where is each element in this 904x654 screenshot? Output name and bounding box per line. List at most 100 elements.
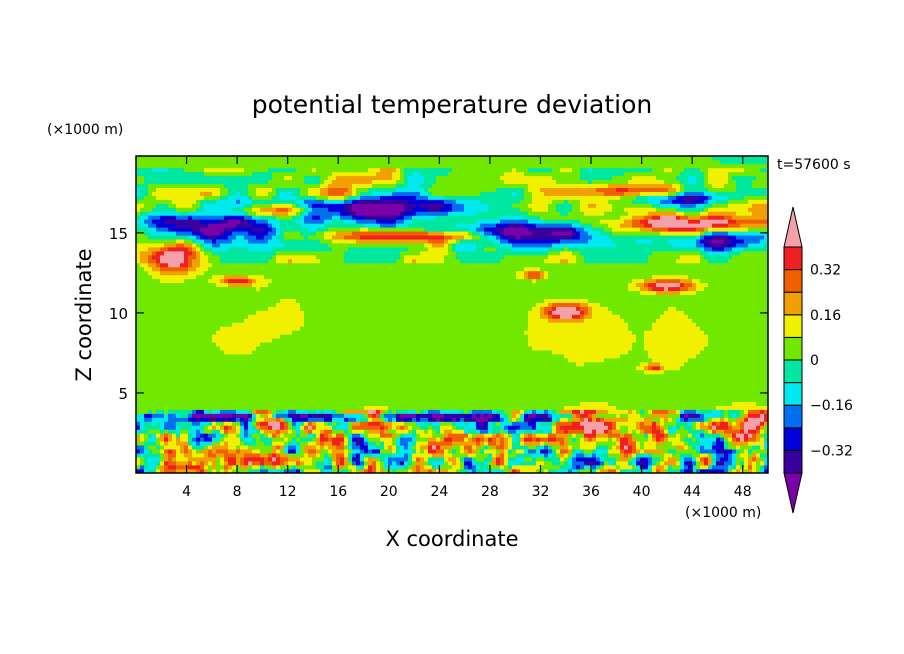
contour-cell: [452, 444, 461, 450]
contour-cell: [500, 460, 505, 466]
contour-cell: [404, 444, 409, 450]
contour-cell: [748, 468, 753, 473]
contour-cell: [160, 448, 165, 454]
contour-cell: [372, 468, 377, 473]
contour-cell: [380, 409, 385, 414]
contour-cell: [144, 444, 149, 450]
contour-cell: [412, 219, 477, 224]
contour-cell: [264, 433, 269, 438]
contour-cell: [240, 191, 249, 196]
contour-cell: [416, 429, 425, 434]
contour-cell: [652, 413, 669, 418]
contour-cell: [188, 270, 205, 276]
contour-cell: [628, 179, 665, 185]
contour-cell: [572, 468, 577, 473]
contour-cell: [160, 278, 185, 284]
contour-cell: [420, 448, 425, 454]
contour-cell: [644, 417, 653, 422]
contour-cell: [144, 417, 153, 422]
contour-cell: [212, 429, 221, 434]
contour-cell: [696, 421, 701, 426]
contour-cell: [320, 468, 325, 473]
contour-cell: [508, 413, 513, 418]
contour-cell: [516, 417, 521, 422]
contour-cell: [328, 452, 333, 458]
contour-cell: [196, 429, 201, 434]
contour-cell: [676, 187, 681, 192]
contour-cell: [724, 413, 729, 418]
contour-cell: [680, 409, 685, 414]
contour-cell: [428, 460, 433, 466]
contour-cell: [476, 464, 481, 470]
contour-cell: [676, 444, 685, 450]
contour-cell: [632, 330, 645, 335]
contour-cell: [712, 444, 725, 450]
contour-cell: [412, 448, 417, 454]
contour-cell: [368, 464, 373, 470]
contour-cell: [548, 417, 553, 422]
contour-cell: [292, 441, 297, 446]
contour-cell: [212, 274, 225, 280]
contour-cell: [524, 429, 533, 434]
contour-cell: [168, 262, 181, 268]
contour-cell: [212, 464, 217, 470]
contour-cell: [732, 175, 757, 181]
contour-cell: [324, 456, 329, 462]
contour-cell: [224, 460, 229, 466]
contour-cell: [236, 417, 241, 422]
contour-cell: [548, 452, 553, 458]
contour-cell: [368, 429, 381, 434]
contour-cell: [432, 425, 441, 430]
contour-cell: [280, 444, 285, 450]
contour-cell: [152, 421, 157, 426]
contour-cell: [392, 444, 397, 450]
contour-cell: [664, 310, 685, 315]
contour-cell: [212, 262, 768, 268]
contour-cell: [500, 429, 505, 434]
contour-cell: [444, 417, 453, 422]
contour-cell: [528, 274, 541, 280]
contour-cell: [312, 207, 329, 212]
contour-cell: [260, 437, 273, 442]
contour-cell: [208, 409, 213, 414]
contour-cell: [200, 246, 205, 252]
contour-cell: [716, 199, 729, 204]
contour-cell: [700, 468, 725, 473]
contour-cell: [408, 199, 445, 204]
contour-cell: [140, 433, 145, 438]
contour-cell: [136, 286, 257, 292]
contour-cell: [608, 448, 621, 454]
contour-cell: [260, 413, 265, 418]
contour-cell: [136, 298, 281, 303]
contour-cell: [332, 179, 373, 185]
contour-cell: [596, 441, 617, 446]
contour-cell: [668, 306, 677, 311]
contour-cell: [176, 448, 181, 454]
contour-cell: [584, 425, 609, 430]
contour-cell: [728, 452, 733, 458]
contour-cell: [276, 187, 301, 192]
contour-cell: [428, 409, 441, 414]
contour-cell: [540, 187, 597, 192]
contour-cell: [352, 187, 357, 192]
contour-cell: [392, 448, 397, 454]
contour-cell: [668, 464, 673, 470]
contour-cell: [312, 421, 317, 426]
contour-cell: [748, 460, 753, 466]
contour-cell: [680, 365, 768, 371]
contour-cell: [532, 278, 537, 284]
contour-cell: [268, 468, 281, 473]
contour-cell: [192, 460, 197, 466]
contour-cell: [276, 448, 281, 454]
contour-cell: [136, 409, 149, 414]
contour-cell: [508, 452, 517, 458]
contour-cell: [732, 441, 749, 446]
contour-cell: [580, 199, 609, 204]
contour-cell: [512, 433, 517, 438]
contour-cell: [756, 433, 761, 438]
contour-cell: [708, 230, 713, 236]
contour-cell: [708, 211, 737, 216]
contour-cell: [580, 207, 613, 212]
contour-cell: [352, 199, 357, 204]
contour-cell: [296, 195, 317, 200]
